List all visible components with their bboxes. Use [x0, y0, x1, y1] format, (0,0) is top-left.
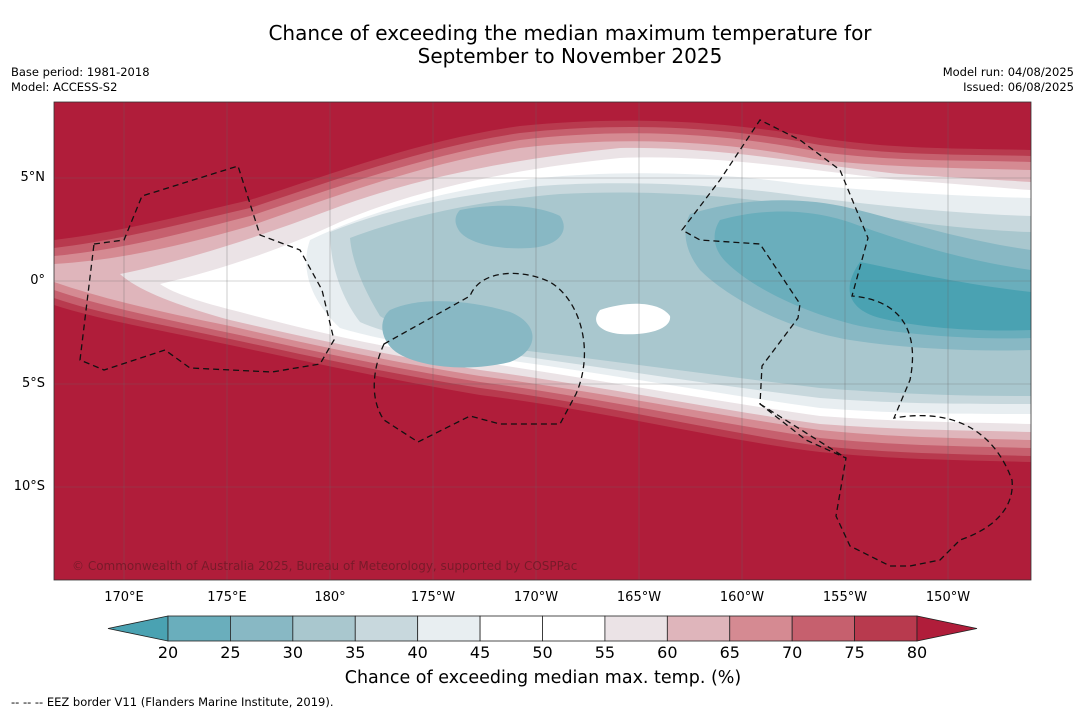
longitude-label: 170°E: [104, 590, 144, 605]
colorbar-segment: [791, 615, 855, 642]
colorbar-tick-label: 30: [282, 643, 303, 662]
latitude-label: 5°N: [20, 170, 46, 185]
colorbar-segment: [666, 615, 731, 642]
meta-right: Model run: 04/08/2025 Issued: 06/08/2025: [943, 65, 1074, 95]
band-white-patch: [596, 303, 671, 335]
colorbar-tick-label: 80: [906, 643, 928, 662]
longitude-label: 175°W: [410, 590, 456, 605]
issued-date: Issued: 06/08/2025: [963, 80, 1074, 94]
colorbar-tick-label: 25: [220, 643, 241, 662]
map-title-line2: September to November 2025: [417, 44, 723, 68]
colorbar-tick-label: 45: [469, 643, 491, 662]
colorbar-segment: [167, 615, 231, 642]
eez-legend-note: -- -- -- EEZ border V11 (Flanders Marine…: [11, 695, 334, 709]
latitude-label: 10°S: [13, 479, 45, 494]
longitude-label: 170°W: [513, 590, 559, 605]
colorbar-segment: [854, 615, 918, 642]
latitude-label: 5°S: [21, 376, 45, 391]
colorbar-segment: [542, 615, 606, 642]
meta-left: Base period: 1981-2018 Model: ACCESS-S2: [11, 65, 150, 95]
latitude-label: 0°: [30, 273, 45, 288]
band-25-south: [382, 301, 533, 368]
colorbar-high-arrow: [916, 615, 978, 642]
colorbar-tick-label: 35: [345, 643, 366, 662]
band-low: [849, 262, 1031, 331]
longitude-label: 160°W: [719, 590, 765, 605]
colorbar-segment: [604, 615, 668, 642]
colorbar-segment: [354, 615, 419, 642]
colorbar-tick-label: 55: [594, 643, 616, 662]
colorbar-segment: [417, 615, 481, 642]
colorbar-low-arrow: [107, 615, 169, 642]
longitude-label: 180°: [314, 590, 346, 605]
colorbar-tick-label: 50: [532, 643, 553, 662]
colorbar-tick-label: 65: [719, 643, 740, 662]
colorbar-tick-label: 60: [657, 643, 678, 662]
colorbar: [107, 615, 978, 642]
eez-border-line-islands: [681, 119, 1013, 567]
model-name: Model: ACCESS-S2: [11, 80, 118, 94]
colorbar-segment: [479, 615, 543, 642]
map-title-line1: Chance of exceeding the median maximum t…: [268, 21, 872, 45]
graticule: [54, 102, 1031, 580]
longitude-label: 175°E: [207, 590, 247, 605]
longitude-label: 150°W: [925, 590, 971, 605]
colorbar-title: Chance of exceeding median max. temp. (%…: [344, 668, 742, 688]
colorbar-segment: [230, 615, 294, 642]
eez-border-kiribati-gilberts: [79, 165, 335, 373]
eez-border-central: [373, 272, 586, 443]
model-run-date: Model run: 04/08/2025: [942, 65, 1074, 79]
copyright-text: © Commonwealth of Australia 2025, Bureau…: [72, 559, 578, 573]
colorbar-tick-label: 75: [844, 643, 865, 662]
colorbar-segment: [292, 615, 356, 642]
band-25-west: [455, 205, 564, 249]
eez-borders: [79, 119, 1013, 567]
colorbar-tick-label: 40: [407, 643, 428, 662]
longitude-label: 155°W: [822, 590, 868, 605]
longitude-label: 165°W: [616, 590, 662, 605]
colorbar-tick-label: 70: [781, 643, 803, 662]
colorbar-tick-label: 20: [157, 643, 179, 662]
colorbar-segment: [729, 615, 793, 642]
map-frame: [53, 101, 1032, 581]
base-period: Base period: 1981-2018: [11, 65, 150, 79]
map-plot-area: [54, 102, 1031, 580]
eez-border-south-edge: [759, 403, 847, 459]
